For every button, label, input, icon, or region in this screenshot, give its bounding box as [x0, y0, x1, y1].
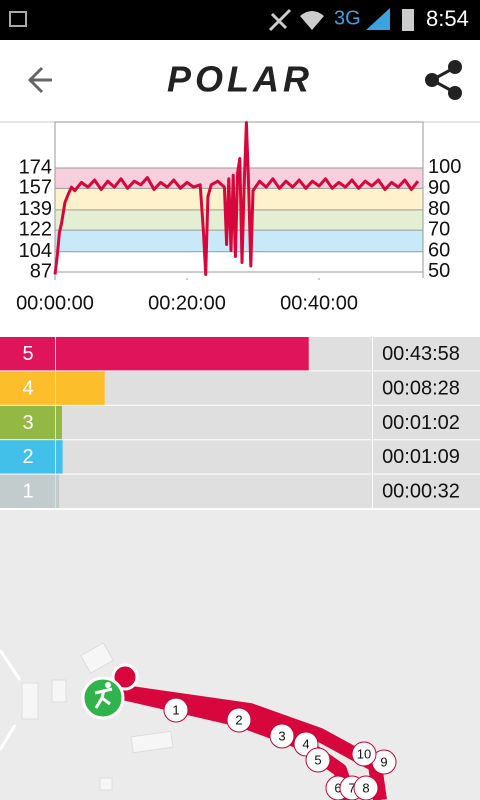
share-dot: [425, 73, 439, 87]
map-road: [0, 649, 22, 751]
lap-marker-label: 6: [334, 780, 341, 795]
zone-number: 3: [22, 412, 33, 434]
zone-time-cell: [373, 474, 480, 508]
lap-marker: [305, 747, 331, 773]
zone-time-cell: [373, 440, 480, 474]
zone-band: [55, 209, 423, 231]
heart-rate-line: [53, 121, 420, 276]
y2-tick-label: 100: [428, 156, 461, 178]
zone-label-cell: [0, 337, 55, 371]
zone-label-cell: [0, 474, 55, 508]
wifi-icon: [300, 11, 324, 30]
zone-duration: 00:00:32: [382, 481, 460, 503]
zone-track: [0, 474, 372, 508]
x-tick-label: 00:00:00: [16, 292, 94, 314]
zone-bar: [56, 405, 62, 440]
zone-bar: [56, 337, 309, 371]
map: 1 2 3 456 7 89 10: [0, 510, 480, 800]
header: [0, 40, 480, 122]
x-tick-label: 00:40:00: [280, 292, 358, 314]
share-button[interactable]: [425, 60, 462, 100]
lap-marker-label: 4: [302, 736, 309, 751]
lap-marker: [269, 723, 295, 749]
zone-bar: [56, 440, 63, 474]
zones-table: 5 00:43:58 4 00:08:28 3 00:01:02 2 00:01:09 1 00:…: [0, 337, 480, 508]
map-background: [0, 510, 480, 800]
lap-marker-label: 7: [348, 780, 355, 795]
lap-marker-label: 2: [235, 712, 242, 727]
lap-markers: 1 2 3 456 7 89 10: [163, 697, 397, 800]
lap-marker-label: 1: [172, 702, 179, 717]
map-building: [130, 730, 174, 754]
lap-marker: [353, 775, 379, 800]
zone-number: 4: [22, 377, 33, 399]
y-tick-label: 104: [19, 240, 52, 262]
y2-tick-label: 90: [428, 177, 450, 199]
clock: 8:54: [426, 6, 469, 31]
lap-marker: [351, 741, 377, 767]
signal-icon: [366, 8, 390, 30]
sport-icon: [94, 687, 113, 709]
lap-marker-label: 3: [278, 728, 285, 743]
lap-marker-label: 9: [380, 754, 387, 769]
sport-icon-head: [105, 682, 111, 688]
y2-tick-label: 70: [428, 219, 450, 241]
zone-track: [0, 440, 372, 474]
map-building: [21, 682, 39, 720]
share-dot: [448, 86, 462, 100]
zone-bar: [56, 474, 60, 508]
zone-time-cell: [373, 371, 480, 405]
y-tick-label: 87: [30, 260, 52, 282]
gallery-icon: [9, 11, 27, 27]
status-bar: [0, 0, 480, 40]
mute-icon: [268, 8, 292, 32]
y-tick-label: 122: [19, 218, 52, 240]
back-button[interactable]: [27, 66, 52, 94]
zone-number: 1: [22, 481, 33, 503]
plot-frame: [54, 121, 424, 278]
zone-time-cell: [373, 337, 480, 371]
zone-duration: 00:01:02: [382, 412, 460, 434]
y2-tick-label: 50: [428, 260, 450, 282]
zone-bar: [56, 371, 105, 405]
lap-marker-label: 8: [362, 780, 369, 795]
zone-band: [55, 188, 423, 210]
zone-label-cell: [0, 440, 55, 474]
x-tick-label: 00:20:00: [148, 292, 226, 314]
lap-marker-label: 10: [357, 746, 371, 761]
y2-tick-label: 80: [428, 198, 450, 220]
zone-number: 5: [22, 343, 33, 365]
zone-label-cell: [0, 405, 55, 440]
map-building: [80, 642, 114, 674]
zone-time-cell: [373, 405, 480, 440]
lap-marker: [163, 697, 189, 723]
route-end: [111, 663, 139, 691]
y-tick-label: 139: [19, 198, 52, 220]
y-tick-label: 157: [19, 177, 52, 199]
zone-track: [0, 371, 372, 405]
zone-duration: 00:43:58: [382, 343, 460, 365]
y2-tick-label: 60: [428, 239, 450, 261]
zone-duration: 00:08:28: [382, 377, 460, 399]
zone-band: [55, 230, 423, 252]
lap-marker-label: 5: [314, 752, 321, 767]
map-building: [51, 679, 67, 703]
y-tick-label: 174: [19, 156, 52, 178]
zone-label-cell: [0, 371, 55, 405]
map-building: [99, 777, 113, 791]
network-label: 3G: [334, 7, 361, 29]
logo: POLAR: [167, 59, 313, 100]
share-dot: [448, 60, 462, 74]
zone-number: 2: [22, 446, 33, 468]
battery-icon: [402, 9, 414, 31]
zone-track: [0, 405, 372, 440]
zone-duration: 00:01:09: [382, 446, 460, 468]
lap-marker: [226, 707, 252, 733]
